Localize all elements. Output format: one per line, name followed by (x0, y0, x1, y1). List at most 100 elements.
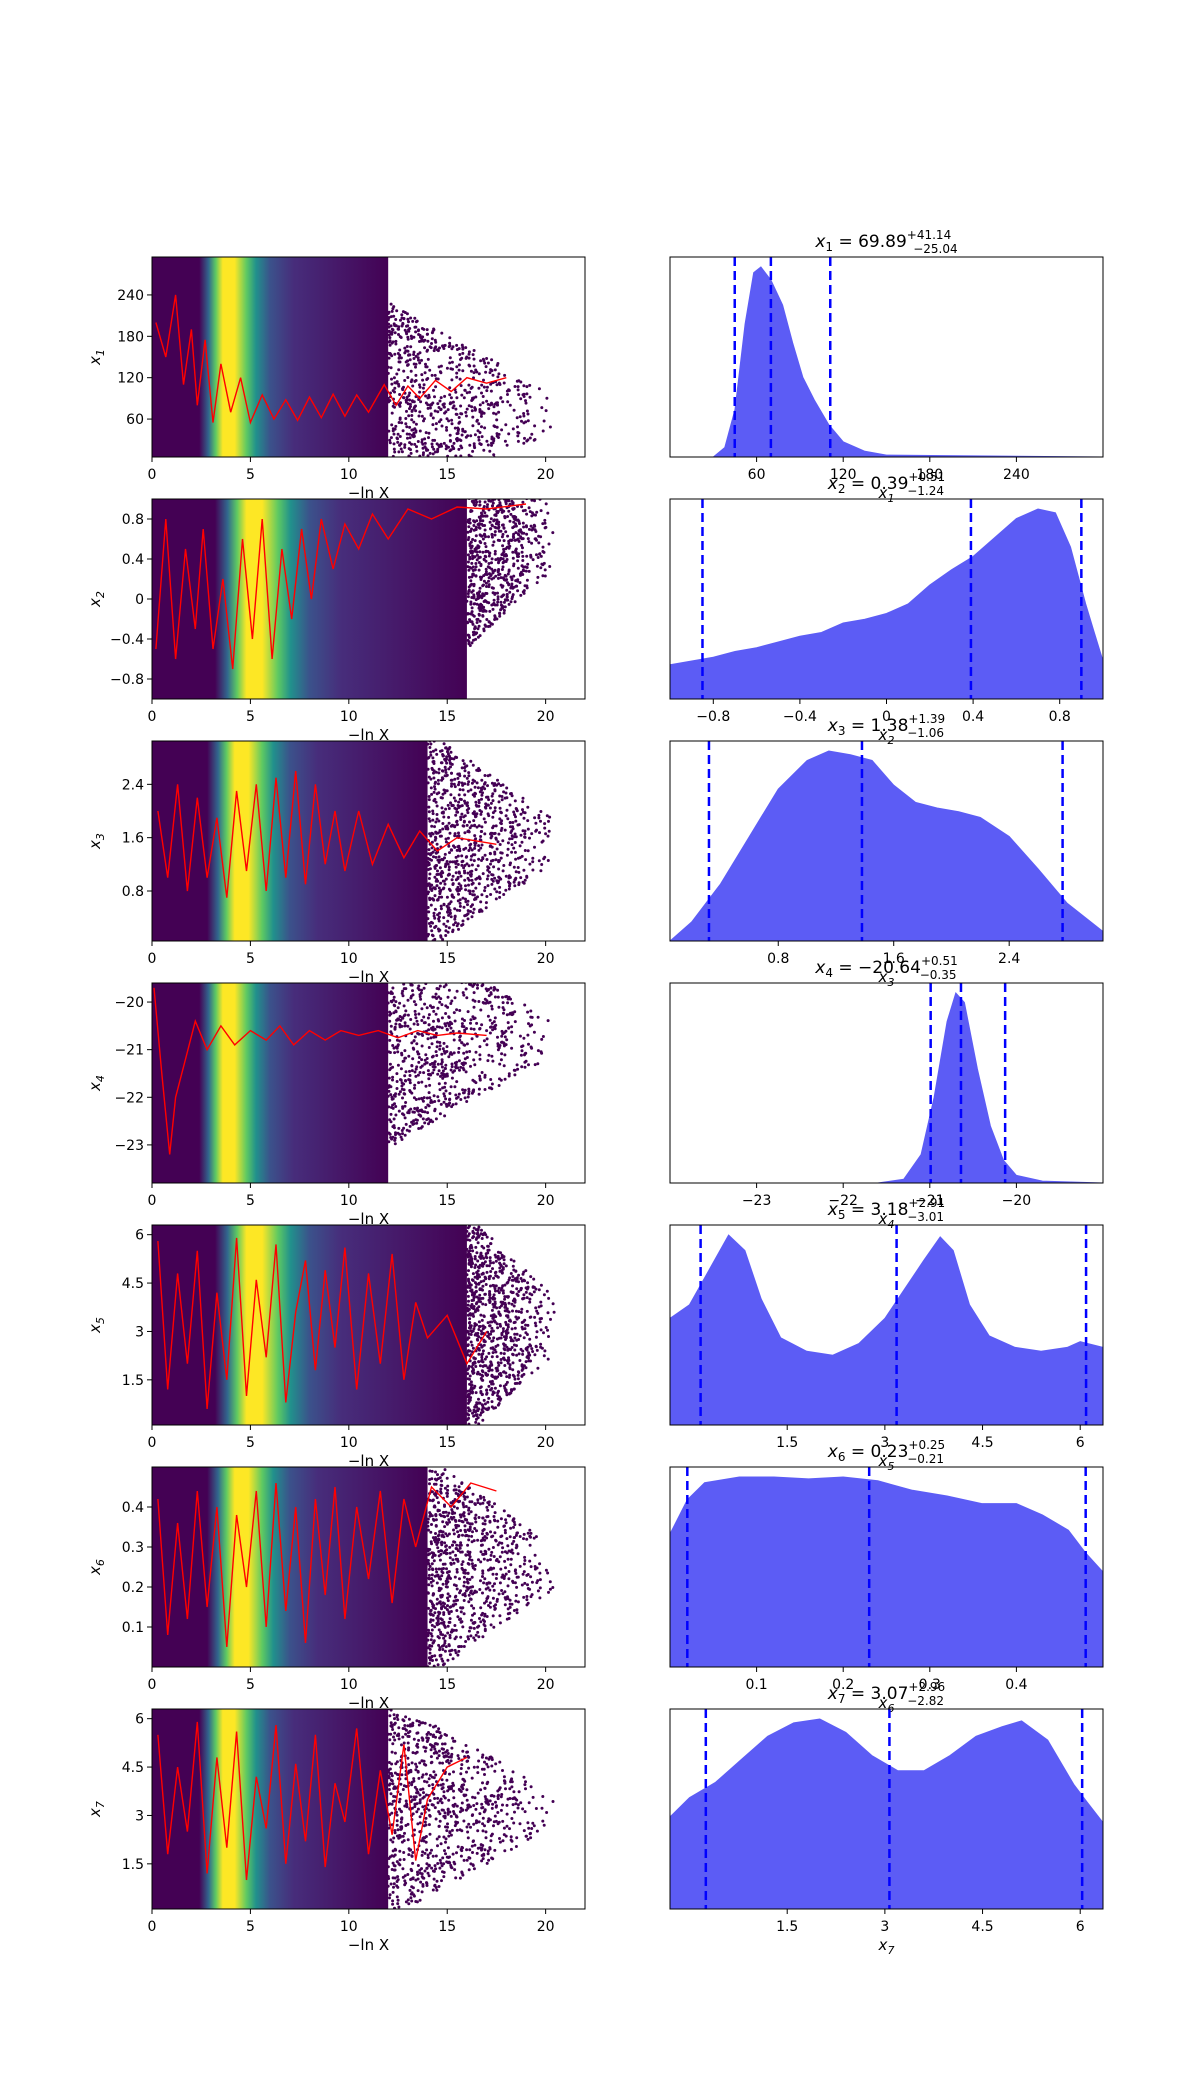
axes-frame (151, 1224, 586, 1426)
x-tick-label: 6 (1076, 1435, 1085, 1451)
x-tick-label: 10 (340, 1677, 358, 1693)
x-tick-label: −21 (915, 1193, 945, 1209)
sample-points (465, 499, 555, 647)
x-tick-label: 60 (748, 467, 766, 483)
x-tick-label: 10 (340, 709, 358, 725)
sample-points (386, 1709, 555, 1909)
x-tick-label: 20 (537, 1919, 555, 1935)
y-tick-label: −0.8 (110, 672, 144, 688)
y-tick-label: −22 (114, 1090, 144, 1106)
sample-density-band (152, 499, 467, 699)
trace-line (153, 987, 487, 1155)
x-tick-label: 15 (438, 1435, 456, 1451)
x-tick-label: 0.1 (745, 1677, 767, 1693)
y-tick-label: 1.6 (122, 831, 144, 847)
x-tick-label: 0.2 (832, 1677, 854, 1693)
x-tick-label: 4.5 (971, 1435, 993, 1451)
x-tick-label: 120 (830, 467, 857, 483)
x-axis-label: −ln X (348, 1694, 389, 1712)
x-tick-label: 15 (438, 1677, 456, 1693)
x-tick-label: 0 (882, 709, 891, 725)
x-axis-label: −ln X (348, 726, 389, 744)
x-tick-label: 1.5 (776, 1919, 798, 1935)
x-tick-label: 15 (438, 467, 456, 483)
x-tick-label: 6 (1076, 1919, 1085, 1935)
y-tick-label: 1.5 (122, 1857, 144, 1873)
axes-frame (151, 740, 586, 942)
y-tick-label: 240 (117, 288, 144, 304)
y-axis-label: x7 (86, 1801, 107, 1818)
x-tick-label: 10 (340, 1193, 358, 1209)
axes-frame (669, 1708, 1104, 1910)
x-tick-label: 10 (340, 1435, 358, 1451)
y-tick-label: 0.8 (122, 512, 144, 528)
y-axis-label: x4 (86, 1075, 107, 1092)
posterior-title: x2 = 0.39+0.51 −1.24 (827, 470, 945, 498)
x-tick-label: −0.4 (783, 709, 817, 725)
x-tick-label: 1.6 (883, 951, 905, 967)
sample-points (386, 302, 552, 457)
x-tick-label: 5 (246, 709, 255, 725)
y-tick-label: 0 (135, 592, 144, 608)
axes-frame (151, 256, 586, 458)
trace-line (157, 1721, 468, 1881)
x-tick-label: −20 (1002, 1193, 1032, 1209)
trace-panel-x6: 0.1 0.2 0.3 0.4 0 5 10 15 20 −ln X x6 (86, 1466, 586, 1712)
x-tick-label: 0.8 (767, 951, 789, 967)
posterior-density (670, 1718, 1103, 1909)
y-tick-label: 3 (135, 1324, 144, 1340)
x-tick-label: 3 (880, 1919, 889, 1935)
axes-frame (669, 498, 1104, 700)
y-tick-label: 6 (135, 1712, 144, 1728)
trace-line (157, 770, 497, 898)
axes-frame (151, 1708, 586, 1910)
x-tick-label: 20 (537, 709, 555, 725)
trace-line (155, 294, 507, 425)
sample-points (465, 1225, 556, 1425)
trace-line (157, 1482, 497, 1648)
trace-panel-x5: 1.5 3 4.5 6 0 5 10 15 20 −ln X x5 (86, 1224, 586, 1470)
y-axis-label: x2 (86, 591, 107, 608)
posterior-density (670, 1234, 1103, 1425)
x-tick-label: 15 (438, 1919, 456, 1935)
x-tick-label: 10 (340, 1919, 358, 1935)
y-tick-label: 180 (117, 329, 144, 345)
sample-points (426, 1467, 555, 1667)
x-tick-label: 15 (438, 709, 456, 725)
x-tick-label: 5 (246, 467, 255, 483)
x-tick-label: 0.8 (1049, 709, 1071, 725)
y-tick-label: 6 (135, 1228, 144, 1244)
x-tick-label: 1.5 (776, 1435, 798, 1451)
axes-frame (669, 740, 1104, 942)
x-tick-label: 0 (148, 1677, 157, 1693)
x-tick-label: −0.8 (696, 709, 730, 725)
x-tick-label: −22 (828, 1193, 858, 1209)
x-tick-label: 5 (246, 1677, 255, 1693)
x-tick-label: 240 (1003, 467, 1030, 483)
x-axis-label: −ln X (348, 1936, 389, 1954)
trace-line (155, 503, 527, 670)
trace-panel-x3: 0.8 1.6 2.4 0 5 10 15 20 −ln X x3 (86, 740, 586, 986)
y-axis-label: x1 (86, 349, 107, 366)
x-tick-label: 0 (148, 951, 157, 967)
x-axis-label: −ln X (348, 484, 389, 502)
x-tick-label: 2.4 (998, 951, 1020, 967)
y-tick-label: 0.3 (122, 1540, 144, 1556)
sample-points (386, 983, 550, 1146)
y-tick-label: −23 (114, 1138, 144, 1154)
axes-frame (669, 982, 1104, 1184)
posterior-density (670, 266, 1103, 457)
x-axis-label: −ln X (348, 968, 389, 986)
x-tick-label: 0.3 (919, 1677, 941, 1693)
x-tick-label: 15 (438, 1193, 456, 1209)
x-tick-label: 4.5 (971, 1919, 993, 1935)
x-axis-label: −ln X (348, 1210, 389, 1228)
y-tick-label: 2.4 (122, 777, 144, 793)
x-tick-label: 0.4 (1005, 1677, 1027, 1693)
posterior-panel-x7: 1.5 3 4.5 6 x7 = 3.07+2.96 −2.82 x7 (669, 1680, 1104, 1957)
posterior-density (670, 508, 1103, 699)
y-tick-label: −21 (114, 1043, 144, 1059)
